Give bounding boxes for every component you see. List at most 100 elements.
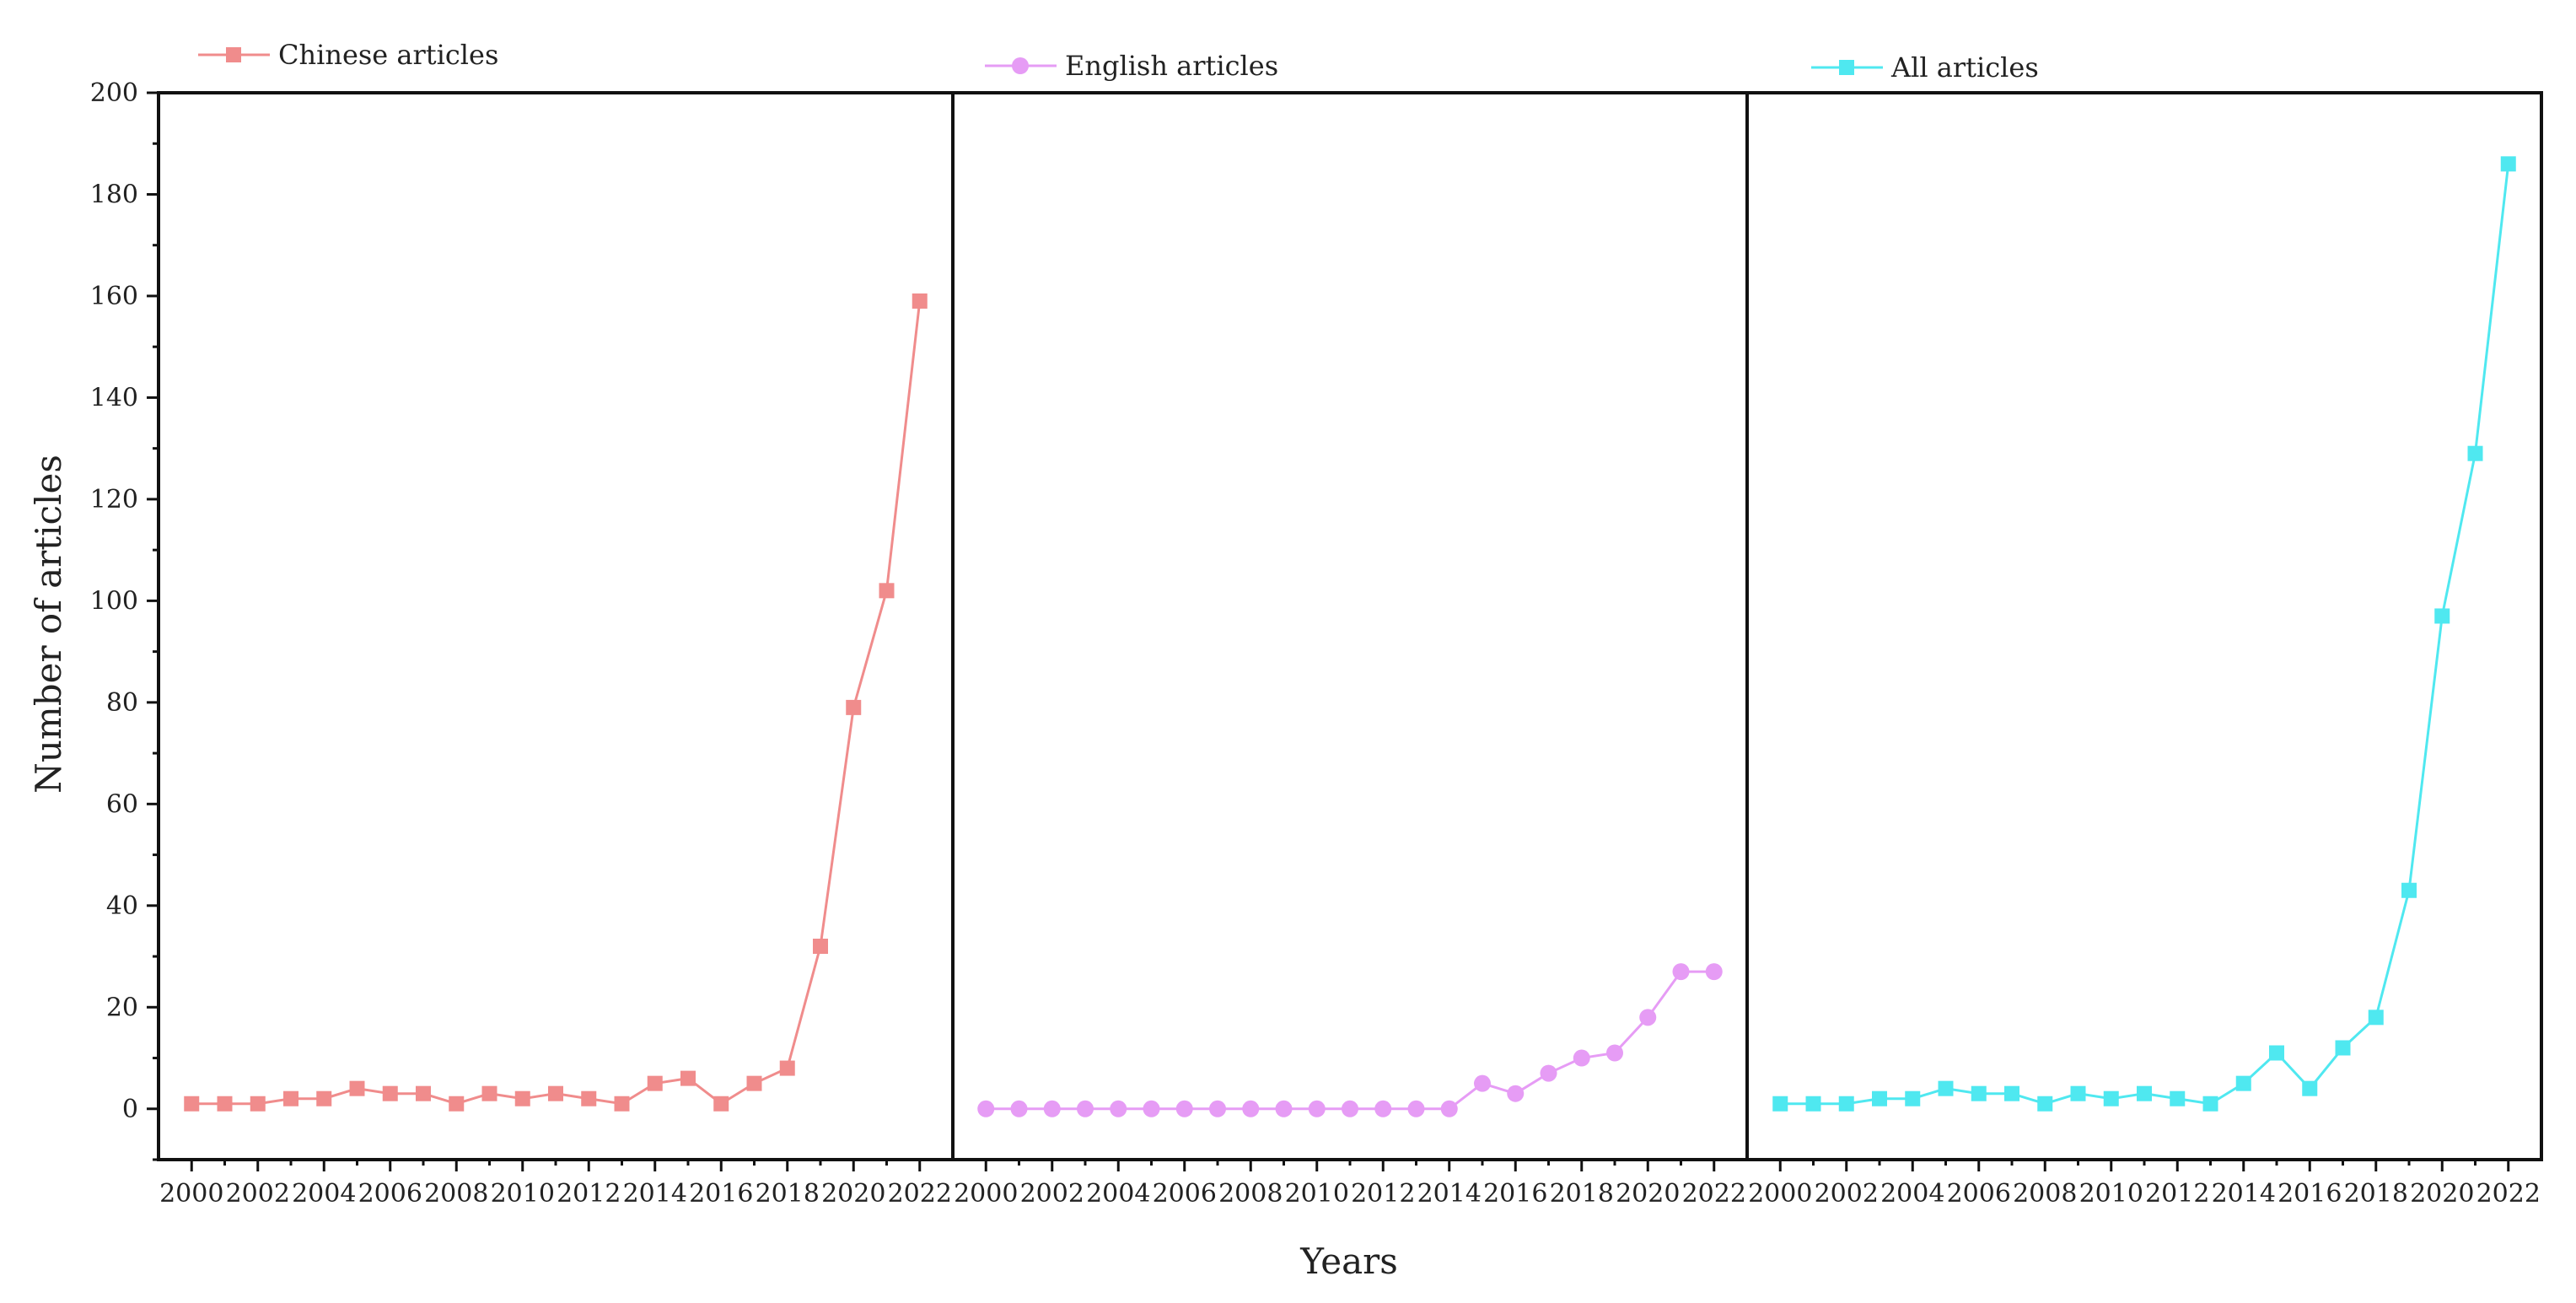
legend-entry: Chinese articles xyxy=(198,39,498,71)
x-tick-label: 2020 xyxy=(2410,1179,2474,1209)
y-tick-label: 100 xyxy=(90,586,138,616)
data-point xyxy=(1043,1100,1061,1117)
x-tick-label: 2016 xyxy=(1483,1179,1547,1209)
data-point xyxy=(1573,1049,1590,1067)
data-point xyxy=(1971,1085,1987,1101)
x-tick-label: 2006 xyxy=(1947,1179,2011,1209)
legend-label: English articles xyxy=(1065,50,1278,82)
data-point xyxy=(217,1096,233,1112)
data-point xyxy=(2170,1090,2186,1106)
x-tick-label: 2000 xyxy=(954,1179,1018,1209)
data-point xyxy=(250,1096,266,1112)
panel-2: 2000 2002 2004 2006 2008 2010 2012 2014 2016 2018… xyxy=(951,93,1746,1209)
data-point xyxy=(349,1080,365,1096)
series-line xyxy=(191,300,922,1106)
data-point xyxy=(1805,1096,1821,1112)
data-point xyxy=(449,1096,465,1112)
x-tick-label: 2004 xyxy=(1086,1179,1150,1209)
x-tick-label: 2000 xyxy=(159,1179,223,1209)
x-tick-label: 2022 xyxy=(2477,1179,2541,1209)
x-tick-label: 2016 xyxy=(2278,1179,2342,1209)
x-tick-label: 2000 xyxy=(1748,1179,1812,1209)
data-point xyxy=(2335,1040,2351,1056)
data-point xyxy=(1672,963,1690,981)
series-line xyxy=(1780,164,2510,1106)
data-point xyxy=(2037,1096,2053,1112)
y-tick-label: 60 xyxy=(106,789,138,819)
data-point xyxy=(1872,1090,1887,1106)
data-point xyxy=(1175,1100,1193,1117)
data-point xyxy=(514,1090,530,1106)
x-tick-label: 2020 xyxy=(1616,1179,1680,1209)
data-point xyxy=(1209,1100,1226,1117)
plot-frame xyxy=(157,91,2543,1161)
x-tick-label: 2018 xyxy=(1550,1179,1614,1209)
legend-marker xyxy=(1012,57,1029,74)
data-point xyxy=(846,699,862,715)
x-tick-label: 2014 xyxy=(623,1179,687,1209)
data-point xyxy=(2500,156,2516,172)
series-line xyxy=(986,970,1714,1111)
data-point xyxy=(1507,1085,1525,1102)
x-tick-label: 2008 xyxy=(1218,1179,1283,1209)
data-point xyxy=(2070,1085,2086,1101)
x-tick-label: 2002 xyxy=(1815,1179,1879,1209)
data-point xyxy=(1110,1100,1127,1117)
data-point xyxy=(1905,1090,1921,1106)
data-point xyxy=(1407,1100,1425,1117)
x-tick-label: 2022 xyxy=(888,1179,952,1209)
data-point xyxy=(2467,445,2483,461)
data-point xyxy=(2103,1090,2119,1106)
data-point xyxy=(1772,1096,1788,1112)
legend-entry: All articles xyxy=(1811,51,2039,83)
x-tick-label: 2008 xyxy=(2013,1179,2077,1209)
x-tick-label: 2012 xyxy=(1351,1179,1415,1209)
x-tick-label: 2012 xyxy=(557,1179,621,1209)
panel-1: 2000 2002 2004 2006 2008 2010 2012 2014 2016 2018… xyxy=(159,293,952,1209)
data-point xyxy=(2302,1080,2318,1096)
data-point xyxy=(1540,1064,1557,1082)
y-tick-label: 200 xyxy=(90,78,138,108)
data-point xyxy=(2368,1010,2384,1026)
x-tick-label: 2018 xyxy=(2344,1179,2408,1209)
data-point xyxy=(614,1096,630,1112)
x-tick-label: 2010 xyxy=(491,1179,555,1209)
x-tick-label: 2010 xyxy=(1285,1179,1349,1209)
data-point xyxy=(2401,882,2417,898)
x-tick-label: 2002 xyxy=(226,1179,290,1209)
data-point xyxy=(977,1100,995,1117)
panel-3: 2000 2002 2004 2006 2008 2010 2012 2014 2016 2018… xyxy=(1745,93,2541,1209)
data-point xyxy=(1938,1080,1954,1096)
panels: 2000 2002 2004 2006 2008 2010 2012 2014 2016 2018… xyxy=(157,91,2543,1209)
legend-marker xyxy=(226,47,241,62)
data-point xyxy=(2269,1045,2284,1061)
data-point xyxy=(2137,1085,2152,1101)
x-tick-label: 2014 xyxy=(2212,1179,2276,1209)
data-point xyxy=(1606,1044,1623,1062)
data-point xyxy=(2202,1096,2218,1112)
data-point xyxy=(680,1070,696,1086)
x-tick-label: 2004 xyxy=(292,1179,356,1209)
x-tick-label: 2018 xyxy=(756,1179,820,1209)
data-point xyxy=(2004,1085,2019,1101)
legend-marker xyxy=(1839,60,1854,75)
data-point xyxy=(1440,1100,1458,1117)
x-tick-label: 2012 xyxy=(2145,1179,2209,1209)
data-point xyxy=(283,1090,298,1106)
data-point xyxy=(1308,1100,1326,1117)
data-point xyxy=(1275,1100,1293,1117)
x-tick-label: 2010 xyxy=(2079,1179,2143,1209)
data-point xyxy=(416,1085,431,1101)
y-tick-label: 20 xyxy=(106,993,138,1022)
data-point xyxy=(581,1090,597,1106)
x-tick-label: 2006 xyxy=(358,1179,422,1209)
x-tick-label: 2002 xyxy=(1020,1179,1084,1209)
data-point xyxy=(713,1096,729,1112)
data-point xyxy=(647,1075,663,1091)
x-tick-label: 2014 xyxy=(1417,1179,1482,1209)
y-axis: 0 20 40 60 80 100 120 140 160 180 200 xyxy=(90,78,159,1161)
data-point xyxy=(548,1085,563,1101)
x-tick-label: 2004 xyxy=(1880,1179,1944,1209)
data-point xyxy=(316,1090,332,1106)
